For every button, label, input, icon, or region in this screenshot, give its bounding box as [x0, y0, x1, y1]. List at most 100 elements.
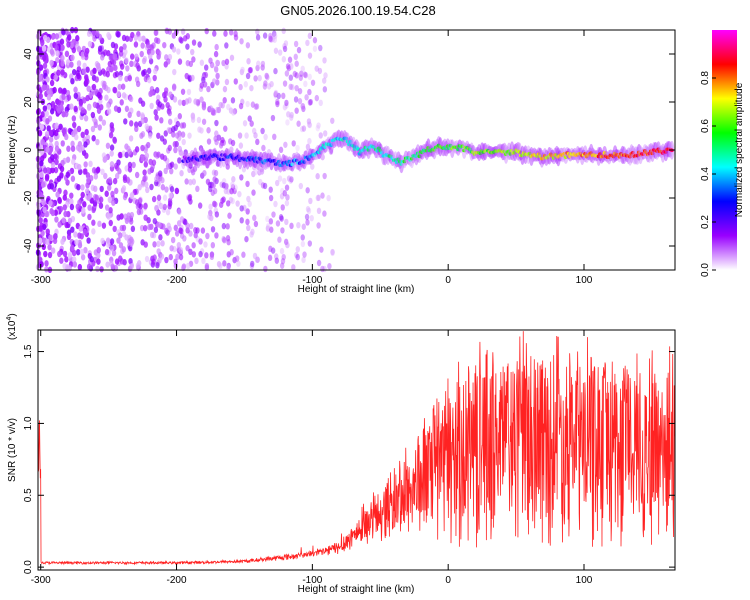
spectrogram-noise-cell — [114, 258, 120, 265]
spectrogram-noise-cell — [124, 165, 129, 172]
spectrogram-noise-cell — [256, 60, 261, 67]
spectrogram-noise-cell — [282, 104, 288, 111]
spectrogram-noise-cell — [96, 252, 101, 259]
spectrogram-noise-cell — [66, 41, 71, 48]
spectrogram-noise-cell — [227, 212, 232, 219]
spectrogram-noise-cell — [143, 224, 148, 232]
spectrogram-noise-cell — [190, 48, 195, 56]
spectrogram-noise-cell — [121, 92, 127, 99]
spectrogram-noise-cell — [303, 71, 308, 79]
spectrogram-noise-cell — [168, 192, 173, 199]
spectrogram-noise-cell — [293, 40, 299, 48]
spectrogram-noise-cell — [86, 263, 92, 270]
spectrogram-noise-cell — [246, 224, 251, 232]
spectrogram-noise-cell — [250, 101, 256, 108]
spectrogram-noise-cell — [275, 100, 280, 108]
spectrogram-noise-cell — [224, 58, 230, 65]
spectrogram-noise-cell — [212, 187, 218, 195]
spectrogram-noise-cell — [289, 63, 294, 70]
spectrogram-noise-cell — [289, 111, 294, 119]
spectrogram-noise-cell — [96, 258, 101, 265]
spectrogram-noise-cell — [275, 179, 280, 187]
spectrogram-noise-cell — [274, 253, 279, 260]
spectrogram-noise-cell — [223, 30, 228, 37]
spectrogram-noise-cell — [214, 130, 219, 137]
spectrogram-noise-cell — [42, 84, 47, 91]
spectrogram-noise-cell — [231, 109, 236, 116]
spectrogram-noise-cell — [46, 104, 52, 111]
spectrogram-noise-cell — [278, 214, 284, 221]
spectrogram-noise-cell — [165, 163, 171, 170]
spectrogram-noise-cell — [84, 128, 89, 136]
spectrogram-noise-cell — [147, 223, 152, 231]
spectrogram-noise-cell — [280, 204, 285, 211]
spectrogram-noise-cell — [179, 170, 184, 177]
spectrogram-noise-cell — [284, 99, 289, 107]
spectrogram-noise-cell — [96, 107, 102, 114]
spectrogram-noise-cell — [307, 88, 312, 96]
spectrogram-noise-cell — [197, 41, 202, 48]
spectrogram-noise-cell — [194, 257, 199, 265]
spectrogram-noise-cell — [301, 223, 306, 230]
spectrogram-noise-cell — [86, 237, 91, 244]
spectrogram-noise-cell — [97, 45, 103, 52]
spectrogram-noise-cell — [318, 44, 323, 52]
spectrogram-noise-cell — [288, 62, 294, 69]
spectrogram-noise-cell — [282, 45, 288, 53]
spectrogram-noise-cell — [69, 61, 74, 68]
spectrogram-noise-cell — [152, 217, 158, 225]
spectrogram-noise-cell — [208, 203, 213, 211]
spectrogram-noise-cell — [57, 87, 63, 94]
spectrogram-noise-cell — [49, 183, 55, 190]
spectrogram-noise-cell — [59, 257, 64, 264]
spectrogram-noise-cell — [271, 30, 277, 37]
spectrogram-noise-cell — [53, 74, 58, 81]
spectrogram-noise-cell — [253, 103, 259, 110]
spectrogram-noise-cell — [153, 226, 159, 234]
spectrogram-noise-cell — [167, 118, 173, 125]
spectrogram-noise-cell — [322, 86, 328, 93]
spectrogram-noise-cell — [222, 236, 227, 244]
spectrogram-noise-cell — [266, 83, 272, 90]
spectrogram-noise-cell — [157, 170, 163, 177]
spectrogram-noise-cell — [140, 117, 145, 124]
spectrogram-noise-cell — [239, 205, 244, 212]
spectrogram-noise-cell — [247, 67, 253, 74]
snr-y-tick-label: 0.5 — [23, 488, 34, 502]
spectrogram-noise-cell — [54, 122, 59, 129]
spectrogram-x-tick-label: -300 — [31, 275, 51, 286]
spectrogram-noise-cell — [45, 117, 50, 125]
spectrogram-noise-cell — [226, 239, 231, 246]
spectrogram-noise-cell — [139, 50, 144, 58]
spectrogram-noise-cell — [143, 203, 148, 210]
spectrogram-noise-cell — [262, 32, 268, 39]
spectrogram-noise-cell — [251, 127, 257, 135]
spectrogram-noise-cell — [171, 46, 177, 53]
spectrogram-noise-cell — [110, 263, 115, 270]
spectrogram-noise-cell — [314, 94, 319, 102]
spectrogram-noise-cell — [84, 152, 89, 159]
spectrogram-noise-cell — [128, 218, 134, 225]
spectrogram-noise-cell — [76, 183, 81, 191]
spectrogram-noise-cell — [245, 72, 251, 80]
spectrogram-noise-cell — [294, 60, 299, 67]
spectrogram-noise-cell — [176, 220, 182, 227]
spectrogram-noise-cell — [239, 174, 244, 181]
spectrogram-noise-cell — [133, 34, 139, 41]
spectrogram-noise-cell — [265, 223, 271, 230]
spectrogram-noise-cell — [111, 59, 117, 66]
spectrogram-noise-cell — [191, 251, 197, 258]
spectrogram-marks — [35, 26, 675, 274]
spectrogram-noise-cell — [214, 232, 219, 239]
spectrogram-noise-cell — [38, 92, 43, 100]
snr-y-tick-label: 0.0 — [23, 560, 34, 574]
spectrogram-noise-cell — [196, 116, 202, 124]
spectrogram-noise-cell — [245, 180, 250, 188]
spectrogram-noise-cell — [69, 244, 75, 251]
spectrogram-noise-cell — [164, 256, 169, 264]
spectrogram-noise-cell — [108, 206, 113, 214]
spectrogram-noise-cell — [75, 203, 80, 210]
spectrogram-noise-cell — [273, 47, 279, 54]
spectrogram-noise-cell — [70, 175, 76, 182]
spectrogram-noise-cell — [212, 30, 217, 37]
